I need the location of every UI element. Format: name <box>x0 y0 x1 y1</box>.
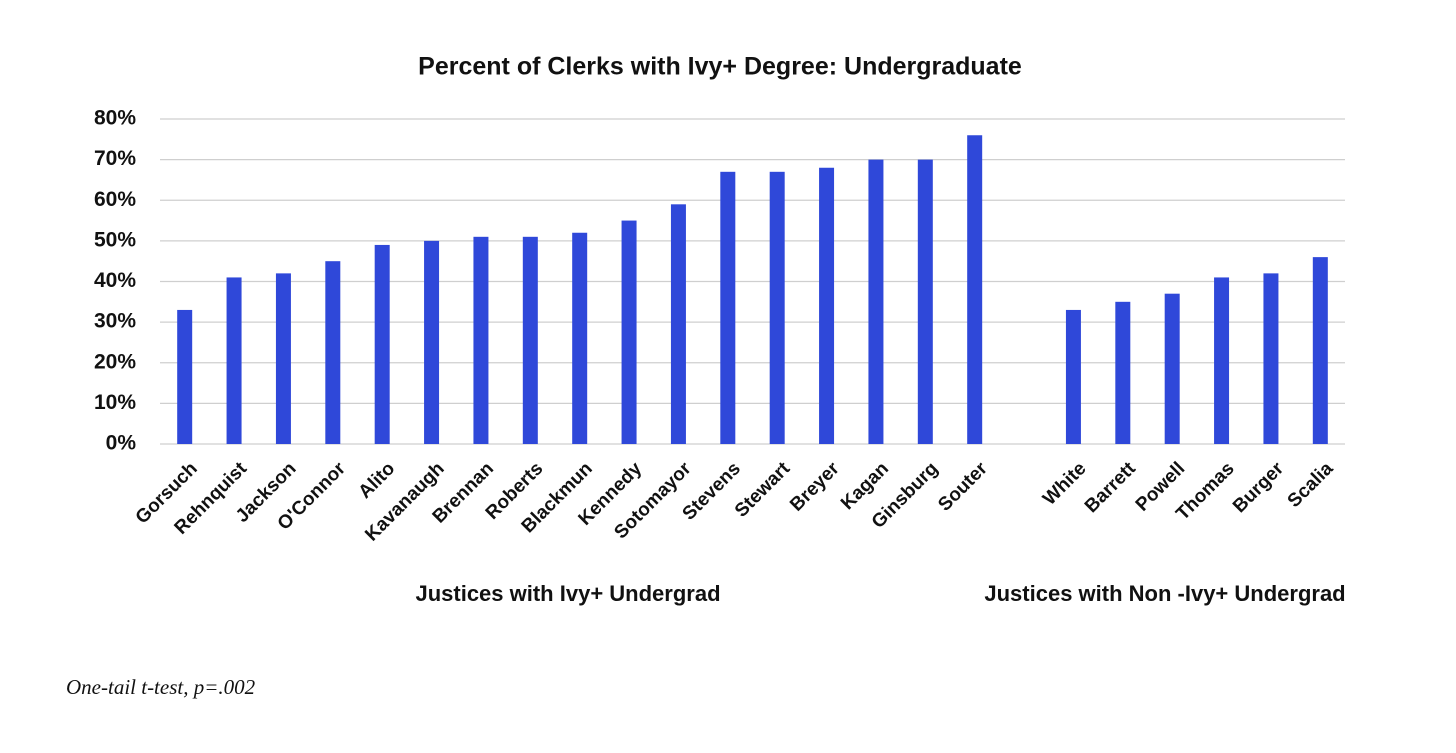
x-tick-label: Burger <box>1229 458 1288 517</box>
bar <box>473 236 489 444</box>
bar <box>621 220 637 444</box>
bar <box>572 232 588 444</box>
y-tick-label: 40% <box>94 269 136 292</box>
y-tick-label: 60% <box>94 188 136 211</box>
bar <box>1115 301 1131 444</box>
bar <box>226 277 242 444</box>
y-tick-label: 50% <box>94 228 136 251</box>
bar <box>1164 293 1180 444</box>
y-tick-label: 30% <box>94 310 136 333</box>
bar <box>720 171 736 444</box>
footnote: One-tail t-test, p=.002 <box>66 675 256 699</box>
y-tick-label: 10% <box>94 391 136 414</box>
bar <box>522 236 538 444</box>
x-tick-label: Souter <box>934 458 992 516</box>
bar <box>917 159 933 444</box>
bar <box>1312 257 1328 444</box>
bar <box>769 171 785 444</box>
x-tick-label: Alito <box>355 458 400 503</box>
group-label: Justices with Non -Ivy+ Undergrad <box>984 581 1345 606</box>
bar <box>177 309 193 444</box>
x-tick-label: Barrett <box>1081 458 1140 517</box>
bar <box>1065 309 1081 444</box>
bar <box>868 159 884 444</box>
bar <box>1214 277 1230 444</box>
bar <box>275 273 291 444</box>
x-tick-label: Breyer <box>786 458 844 516</box>
bar <box>819 167 835 444</box>
bar <box>967 135 983 444</box>
group-label: Justices with Ivy+ Undergrad <box>415 581 720 606</box>
bar <box>374 244 390 444</box>
y-tick-label: 70% <box>94 147 136 170</box>
bar <box>424 240 440 444</box>
bar <box>1263 273 1279 444</box>
x-tick-label: Scalia <box>1284 458 1338 512</box>
x-tick-label: Stewart <box>731 458 795 522</box>
chart-title: Percent of Clerks with Ivy+ Degree: Unde… <box>418 53 1022 81</box>
bar <box>670 204 686 444</box>
y-tick-label: 0% <box>106 432 137 455</box>
y-tick-label: 20% <box>94 350 136 373</box>
bar <box>325 261 341 444</box>
y-tick-label: 80% <box>94 107 136 130</box>
